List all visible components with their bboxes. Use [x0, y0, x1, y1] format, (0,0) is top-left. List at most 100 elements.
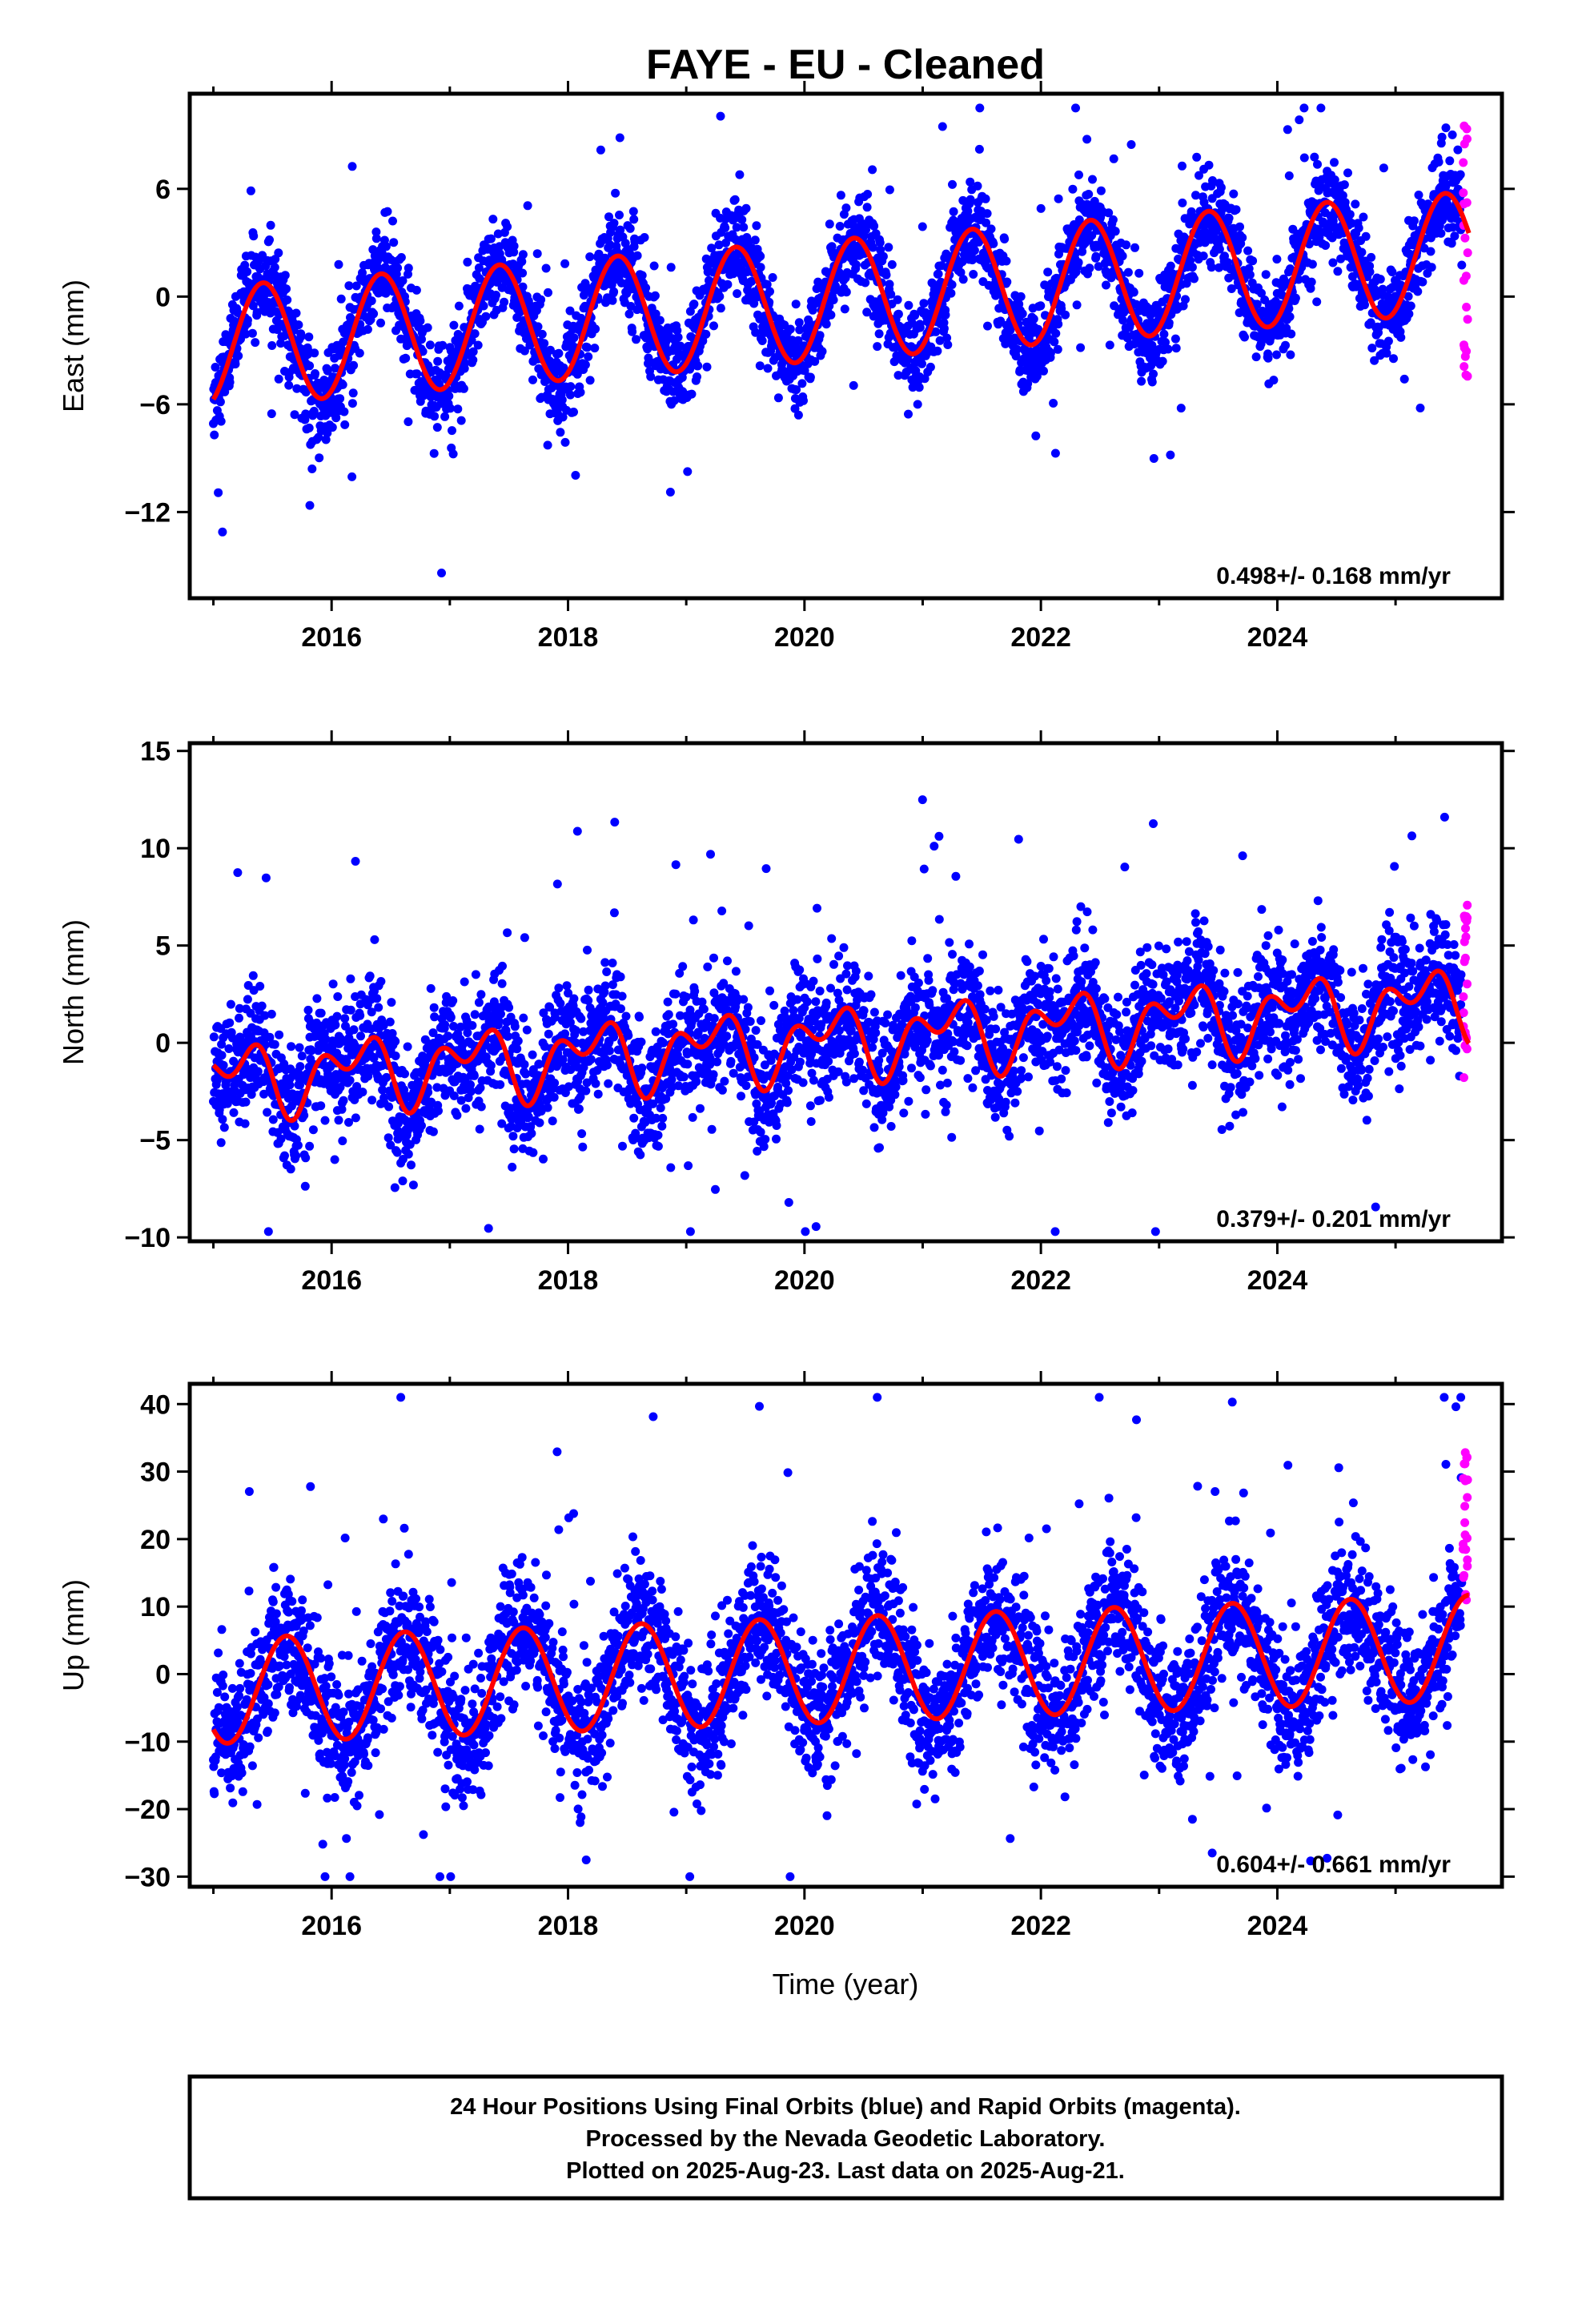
east-final-point: [886, 290, 896, 299]
east-final-point: [1354, 223, 1363, 233]
east-final-point: [919, 299, 929, 308]
east-final-point: [942, 333, 952, 343]
north-final-point: [308, 1125, 318, 1135]
east-final-point: [474, 263, 484, 272]
north-final-point: [556, 999, 565, 1008]
east-final-point: [270, 263, 279, 272]
east-final-point: [453, 404, 463, 414]
east-final-point: [339, 407, 349, 416]
east-final-point: [1243, 246, 1253, 255]
east-final-point: [1032, 372, 1042, 381]
east-final-point: [1224, 213, 1234, 223]
east-final-point: [1304, 239, 1314, 249]
north-final-point: [584, 985, 593, 995]
north-final-point: [577, 1129, 587, 1139]
east-final-point: [1283, 125, 1292, 135]
north-final-point: [616, 972, 625, 982]
north-final-point: [384, 1102, 394, 1112]
east-final-point: [590, 344, 600, 353]
north-final-point: [548, 1116, 557, 1126]
east-x-tick-label: 2022: [1010, 622, 1071, 653]
east-final-point: [1316, 103, 1326, 113]
east-final-point: [518, 282, 528, 292]
north-final-point: [476, 1102, 486, 1112]
east-final-point: [1399, 374, 1409, 384]
east-final-point: [1413, 287, 1423, 296]
east-final-point: [323, 428, 332, 438]
north-final-point: [216, 1138, 226, 1148]
north-final-point: [391, 1051, 400, 1060]
east-final-point: [347, 399, 357, 408]
east-final-point: [274, 374, 283, 384]
east-final-point: [1389, 354, 1398, 364]
north-final-point: [637, 1063, 647, 1073]
east-final-point: [1229, 189, 1239, 199]
east-final-point: [1414, 191, 1423, 199]
east-final-point: [1365, 267, 1375, 276]
north-final-point: [562, 981, 572, 991]
east-final-point: [347, 162, 357, 171]
north-final-point: [640, 1118, 650, 1127]
east-final-point: [1294, 275, 1303, 284]
east-final-point: [910, 311, 920, 320]
north-final-point: [651, 1027, 661, 1036]
east-final-point: [444, 392, 454, 400]
east-final-point: [1252, 300, 1262, 309]
east-final-point: [479, 301, 488, 311]
east-final-point: [432, 423, 442, 432]
east-final-point: [893, 309, 903, 319]
north-final-point: [365, 971, 375, 981]
east-final-point: [934, 269, 943, 279]
north-final-point: [240, 1119, 250, 1128]
east-final-point: [1215, 263, 1224, 272]
east-final-point: [893, 371, 903, 380]
east-final-point: [1036, 301, 1046, 311]
east-final-point: [404, 417, 413, 427]
east-final-point: [1351, 199, 1360, 209]
east-final-point: [234, 351, 243, 360]
north-final-point: [280, 1151, 289, 1160]
north-final-point: [512, 1044, 522, 1054]
north-final-point: [661, 1094, 671, 1104]
east-final-point: [915, 323, 925, 332]
north-final-point: [367, 1096, 377, 1105]
east-final-point: [1295, 115, 1304, 125]
east-final-point: [808, 305, 817, 315]
east-final-point: [503, 222, 512, 231]
east-final-point: [757, 336, 767, 345]
north-final-point: [427, 1097, 436, 1107]
east-final-point: [1434, 157, 1443, 167]
north-final-point: [600, 981, 610, 991]
east-final-point: [315, 453, 324, 463]
east-final-point: [747, 276, 757, 286]
east-final-point: [1192, 152, 1202, 162]
north-final-point: [259, 1089, 269, 1099]
north-final-point: [218, 1115, 227, 1124]
north-final-point: [312, 994, 322, 1003]
east-y-tick-label: 0: [155, 282, 171, 312]
east-final-point: [983, 321, 992, 331]
east-final-point: [404, 263, 413, 273]
north-final-point: [609, 908, 619, 918]
north-final-point: [545, 1003, 555, 1012]
east-final-point: [540, 339, 549, 348]
north-final-point: [497, 1119, 507, 1128]
east-final-point: [646, 372, 656, 381]
east-final-point: [655, 316, 665, 325]
east-final-point: [621, 269, 631, 279]
east-rapid-point: [1460, 233, 1470, 243]
east-final-point: [1137, 376, 1146, 386]
east-final-point: [1227, 284, 1236, 293]
east-final-point: [628, 327, 637, 336]
east-final-point: [721, 238, 730, 247]
east-final-point: [265, 235, 274, 244]
east-final-point: [311, 369, 319, 378]
east-final-point: [1046, 348, 1055, 358]
east-final-point: [533, 322, 543, 332]
north-final-point: [513, 1036, 523, 1046]
east-final-point: [973, 181, 982, 191]
north-final-point: [223, 1099, 232, 1108]
east-final-point: [412, 369, 422, 379]
east-final-point: [982, 209, 992, 219]
east-final-point: [862, 203, 872, 212]
